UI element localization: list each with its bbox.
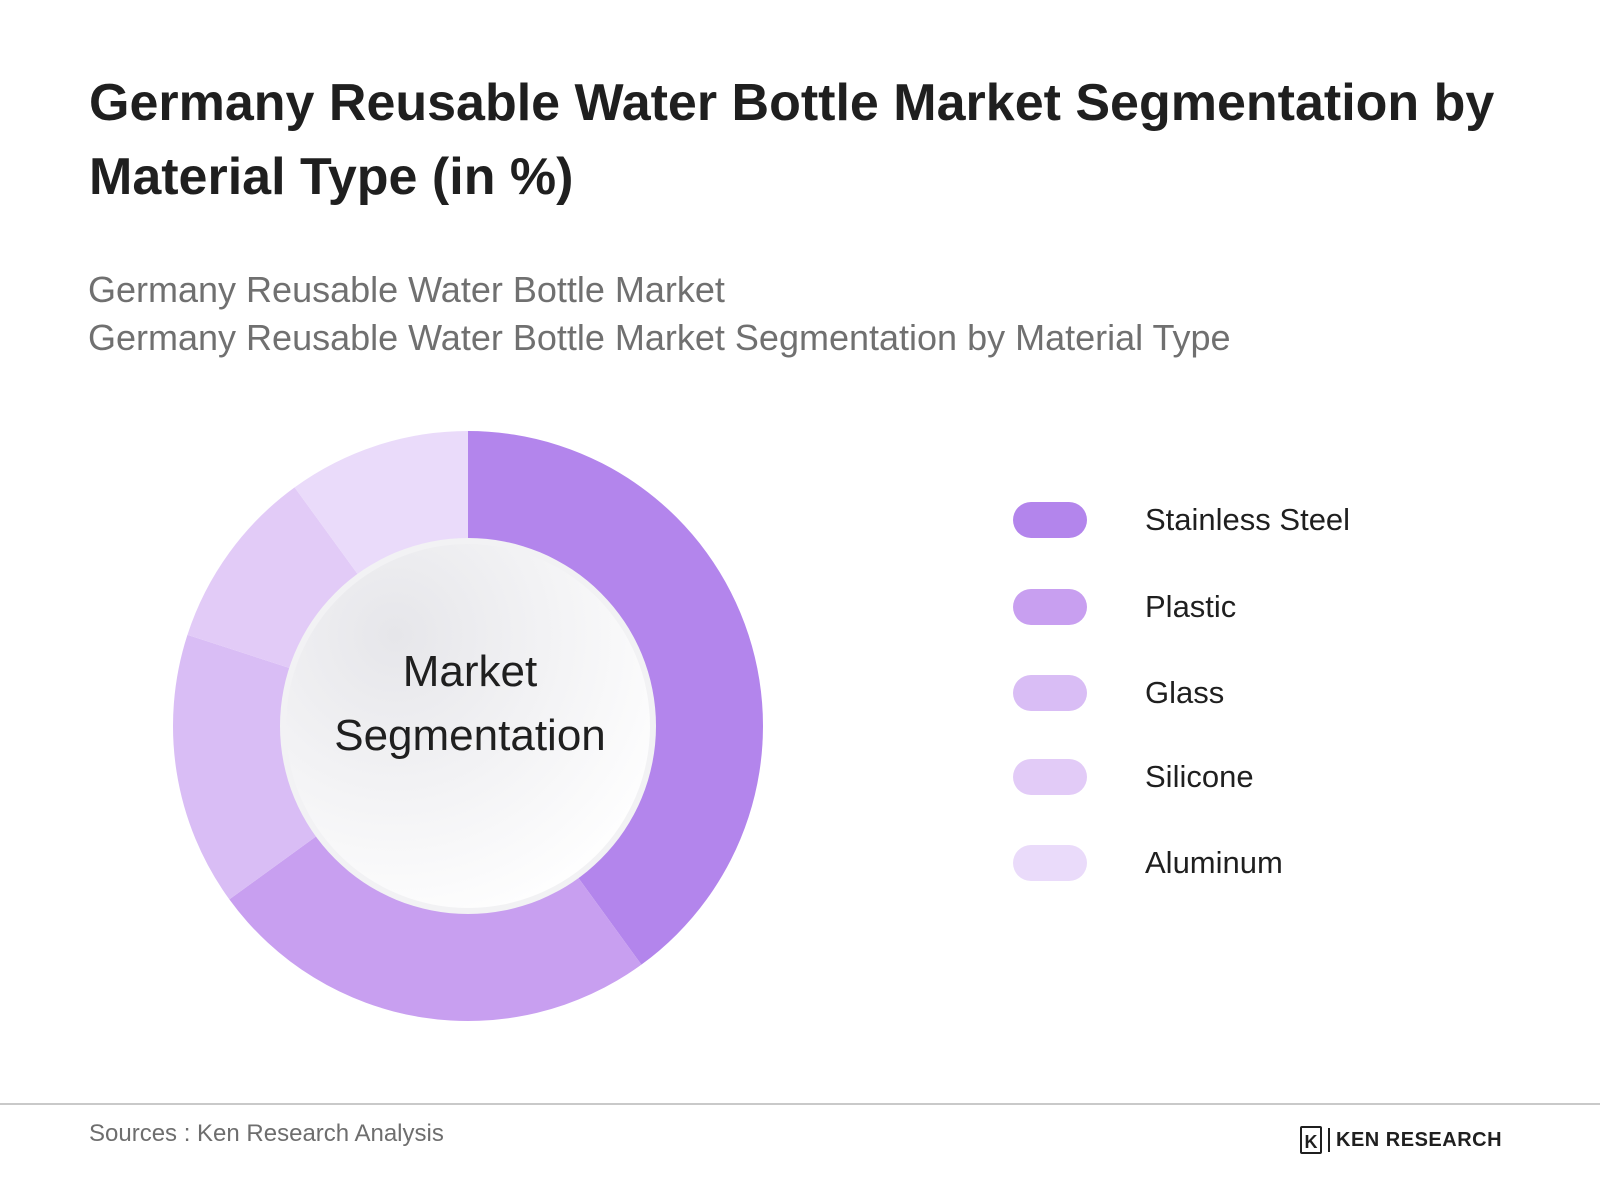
source-note: Sources : Ken Research Analysis xyxy=(89,1120,444,1147)
logo-text: KEN RESEARCH xyxy=(1336,1128,1503,1151)
legend-label: Stainless Steel xyxy=(1145,502,1351,537)
chart-subtitle: Germany Reusable Water Bottle Market Ger… xyxy=(88,266,1528,362)
legend-item: Plastic xyxy=(1013,587,1463,627)
donut-slice-plastic xyxy=(229,832,642,1021)
chart-title: Germany Reusable Water Bottle Market Seg… xyxy=(89,74,1495,206)
donut-center xyxy=(286,544,650,908)
legend-item: Glass xyxy=(1013,673,1463,713)
logo-mark-icon: K xyxy=(1300,1126,1322,1154)
legend-item: Stainless Steel xyxy=(1013,500,1463,540)
legend-swatch xyxy=(1013,845,1087,881)
donut-slice-stainless-steel xyxy=(468,431,764,965)
donut-center-label: Market Segmentation xyxy=(285,640,655,768)
footer-divider xyxy=(0,1103,1600,1105)
center-label-line: Market xyxy=(402,647,538,696)
donut-slices xyxy=(173,431,764,1021)
donut-slice-aluminum xyxy=(294,431,468,579)
legend-swatch xyxy=(1013,589,1087,625)
subtitle-line: Germany Reusable Water Bottle Market xyxy=(88,269,725,310)
logo-divider xyxy=(1328,1128,1330,1152)
legend-swatch xyxy=(1013,675,1087,711)
legend-item: Silicone xyxy=(1013,757,1463,797)
subtitle-line: Germany Reusable Water Bottle Market Seg… xyxy=(88,317,1231,358)
ken-research-logo: K KEN RESEARCH xyxy=(1300,1124,1502,1156)
center-label-line: Segmentation xyxy=(334,711,606,760)
legend-label: Silicone xyxy=(1145,759,1254,794)
legend-label: Aluminum xyxy=(1145,845,1283,880)
legend-label: Plastic xyxy=(1145,589,1237,624)
legend-swatch xyxy=(1013,759,1087,795)
legend-item: Aluminum xyxy=(1013,843,1463,883)
donut-slice-silicone xyxy=(187,487,362,670)
legend-swatch xyxy=(1013,502,1087,538)
legend-label: Glass xyxy=(1145,675,1225,710)
